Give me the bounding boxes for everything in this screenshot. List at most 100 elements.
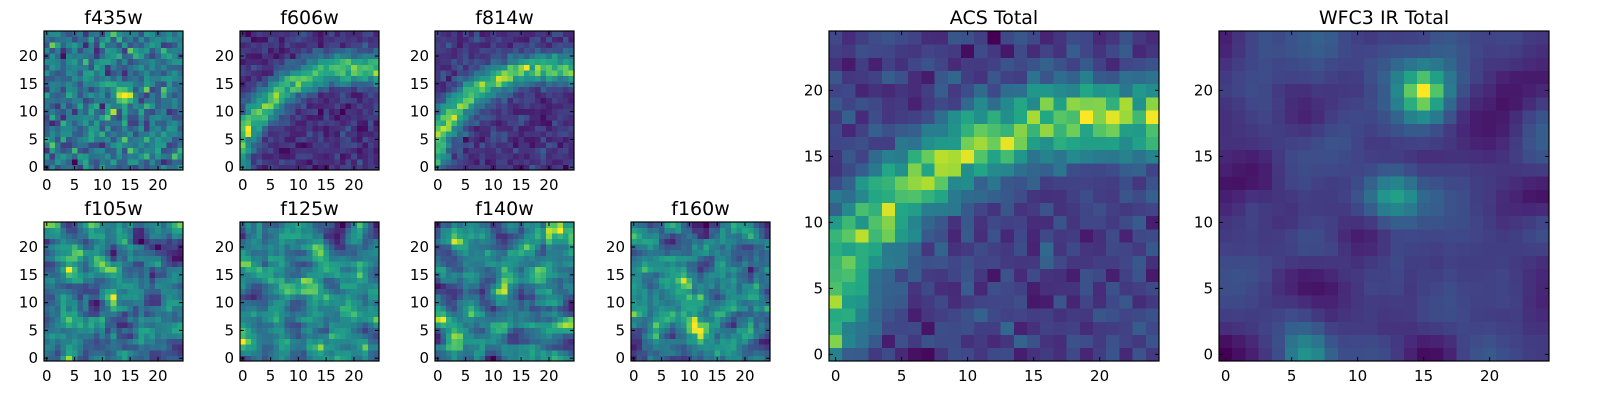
heatmap-cell [557,227,564,234]
heatmap-cell [440,142,447,149]
heatmap-cell [132,310,139,317]
heatmap-cell [301,349,308,356]
heatmap-cell [44,114,50,121]
heatmap-cell [507,288,514,295]
heatmap-cell [719,222,726,228]
heatmap-cell [529,255,536,262]
heatmap-cell [636,349,643,356]
heatmap-cell [345,238,352,245]
heatmap-cell [753,316,760,323]
heatmap-cell [177,277,184,284]
heatmap-cell [974,308,988,322]
heatmap-cell [71,238,78,245]
heatmap-cell [714,233,721,240]
heatmap-cell [77,227,84,234]
heatmap-cell [675,316,682,323]
heatmap-cell [77,244,84,251]
heatmap-cell [758,227,765,234]
heatmap-cell [171,75,178,82]
heatmap-cell [328,147,335,154]
heatmap-cell [262,75,269,82]
heatmap-cell [82,294,89,301]
heatmap-cell [974,229,988,243]
heatmap-cell [540,316,547,323]
heatmap-cell [1027,202,1041,217]
heatmap-cell [529,119,536,126]
heatmap-cell [1145,321,1160,335]
heatmap-cell [686,322,693,329]
heatmap-cell [278,97,285,104]
heatmap-cell [479,327,486,334]
heatmap-cell [731,233,738,240]
heatmap-cell [731,349,738,356]
heatmap-cell [44,249,50,256]
heatmap-cell [49,64,56,71]
heatmap-cell [440,103,447,110]
heatmap-cell [155,238,162,245]
heatmap-cell [127,338,134,345]
heatmap-cell [451,58,458,65]
heatmap-cell [562,249,569,256]
heatmap-cell [1106,229,1120,243]
heatmap-cell [345,277,352,284]
heatmap-cell [1040,202,1054,217]
heatmap-cell [529,338,536,345]
heatmap-cell [301,131,308,138]
heatmap-cell [44,58,50,65]
heatmap-cell [155,125,162,132]
heatmap-cell [675,238,682,245]
heatmap-cell [535,255,542,262]
heatmap-cell [736,305,743,312]
heatmap-cell [507,238,514,245]
heatmap-cell [446,131,453,138]
heatmap-cell [895,308,909,322]
heatmap-cell [251,283,258,290]
heatmap-cell [462,136,469,143]
heatmap-cell [177,344,184,351]
heatmap-cell [82,164,89,171]
heatmap-cell [312,119,319,126]
heatmap-cell [714,283,721,290]
heatmap-cell [842,202,856,217]
heatmap-cell [295,233,302,240]
heatmap-cell [251,92,258,99]
heatmap-cell [340,103,347,110]
heatmap-cell [842,163,856,177]
heatmap-cell [457,31,464,37]
heatmap-cell [551,327,558,334]
heatmap-cell [160,42,167,49]
heatmap-cell [468,103,475,110]
heatmap-cell [457,86,464,93]
heatmap-cell [323,227,330,234]
heatmap-cell [105,310,112,317]
heatmap-cell [496,164,503,171]
heatmap-cell [669,294,676,301]
heatmap-cell [518,344,525,351]
heatmap-cell [714,322,721,329]
heatmap-cell [262,103,269,110]
heatmap-cell [557,238,564,245]
heatmap-cell [540,238,547,245]
heatmap-cell [658,333,665,340]
heatmap-cell [267,119,274,126]
heatmap-cell [1093,334,1107,349]
heatmap-cell [507,355,514,362]
heatmap-cell [245,266,252,273]
heatmap-cell [446,305,453,312]
heatmap-cell [267,338,274,345]
heatmap-cell [546,36,553,43]
heatmap-cell [60,355,67,362]
heatmap-cell [725,344,732,351]
heatmap-cell [149,64,156,71]
heatmap-cell [868,321,883,335]
heatmap-cell [278,244,285,251]
heatmap-cell [160,131,167,138]
heatmap-cell [557,92,564,99]
heatmap-cell [468,310,475,317]
heatmap-cell [132,47,139,54]
heatmap-cell [301,344,308,351]
heatmap-cell [1119,189,1133,203]
heatmap-cell [731,283,738,290]
heatmap-cell [485,283,491,290]
heatmap-cell [546,64,553,71]
